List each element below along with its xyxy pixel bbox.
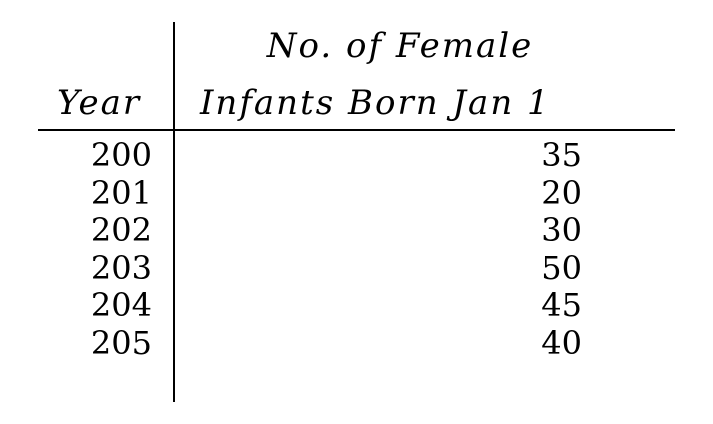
count-cell: 20 bbox=[541, 173, 582, 212]
header-count-line2: Infants Born Jan 1 bbox=[200, 83, 551, 123]
count-cell: 40 bbox=[541, 323, 582, 362]
count-cell: 35 bbox=[541, 136, 582, 174]
count-cell: 30 bbox=[541, 211, 582, 249]
year-cell: 203 bbox=[90, 248, 152, 287]
table-row: 202 30 bbox=[0, 212, 713, 250]
table-row: 204 45 bbox=[0, 287, 713, 325]
table-row: 205 40 bbox=[0, 323, 713, 363]
header-count-line1: No. of Female bbox=[266, 26, 534, 66]
year-cell: 200 bbox=[90, 136, 152, 174]
year-cell: 201 bbox=[90, 173, 152, 212]
header-rule bbox=[38, 129, 675, 131]
year-cell: 205 bbox=[90, 323, 152, 362]
table-row: 201 20 bbox=[0, 173, 713, 213]
count-cell: 50 bbox=[541, 248, 582, 287]
table-body: 200 35 201 20 202 30 203 50 204 45 205 4… bbox=[0, 137, 713, 362]
header-year: Year bbox=[57, 83, 142, 123]
table-row: 200 35 bbox=[0, 137, 713, 175]
column-divider bbox=[173, 22, 175, 402]
count-cell: 45 bbox=[541, 286, 582, 324]
table-row: 203 50 bbox=[0, 248, 713, 288]
year-cell: 202 bbox=[90, 211, 152, 249]
year-cell: 204 bbox=[90, 286, 152, 324]
